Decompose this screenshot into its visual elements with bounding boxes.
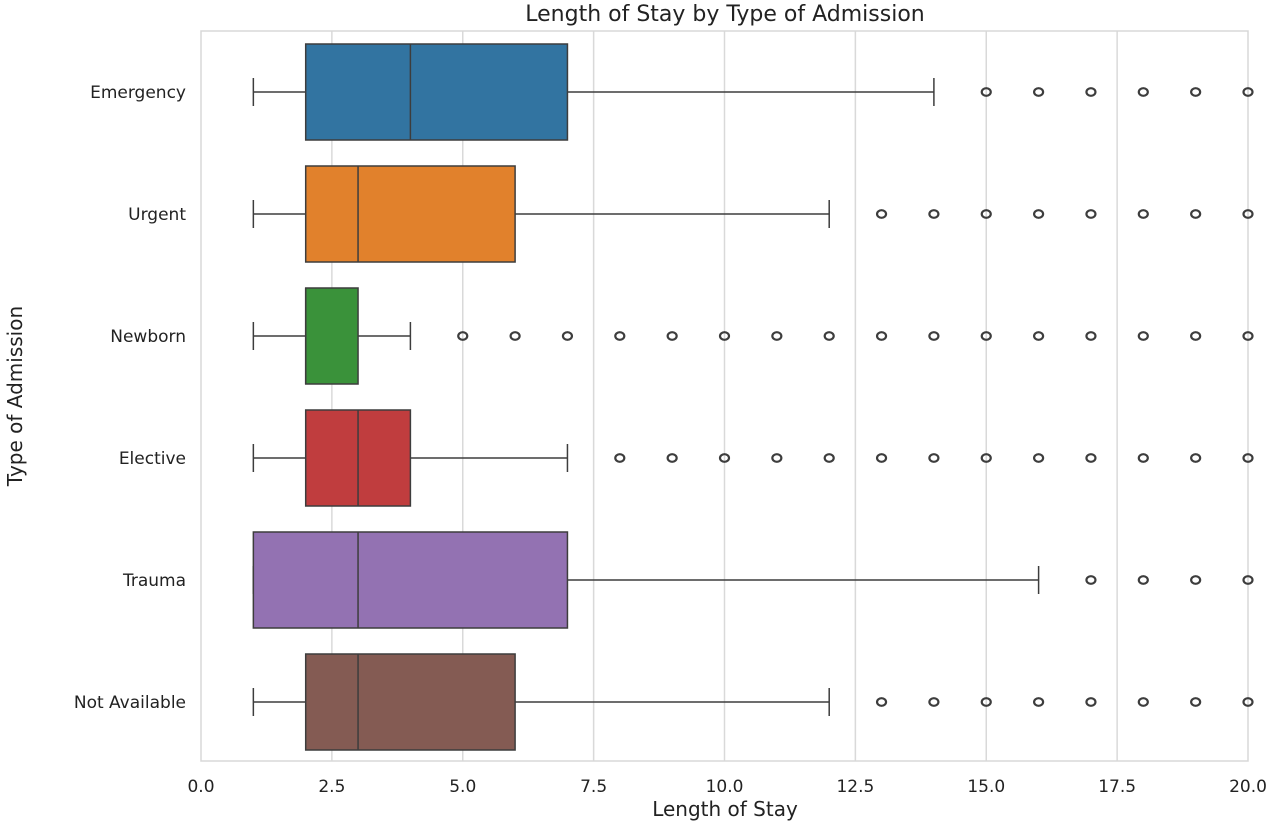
outlier-point (666, 453, 678, 463)
box-emergency (252, 43, 1254, 141)
outlier-point (875, 453, 888, 463)
outlier-point (1190, 87, 1202, 97)
box-urgent (252, 165, 1254, 263)
outlier-point (1085, 575, 1097, 585)
outlier-point (614, 453, 626, 463)
y-tick-label: Emergency (90, 83, 186, 103)
plot-frame (200, 30, 1249, 762)
outlier-point (823, 453, 835, 463)
boxes-layer (252, 43, 1254, 751)
y-axis-label: Type of Admission (3, 306, 27, 487)
iqr-box (252, 531, 569, 629)
outlier-point (875, 331, 888, 341)
outlier-point (928, 453, 940, 463)
outlier-point (1137, 453, 1149, 463)
grid-lines (331, 31, 1118, 761)
outlier-point (1242, 209, 1254, 219)
outlier-point (1032, 331, 1045, 341)
y-tick-label: Trauma (122, 571, 186, 591)
outlier-point (823, 331, 835, 341)
outlier-point (980, 331, 992, 341)
outlier-point (1137, 697, 1149, 707)
box-newborn (252, 287, 1254, 385)
x-tick-label: 12.5 (836, 777, 874, 797)
x-tick-label: 20.0 (1229, 777, 1267, 797)
x-tick-label: 7.5 (580, 777, 607, 797)
chart-title: Length of Stay by Type of Admission (525, 2, 924, 27)
y-tick-label: Urgent (128, 205, 186, 225)
box-not-available (252, 653, 1254, 751)
outlier-point (928, 331, 940, 341)
y-tick-label: Elective (119, 449, 186, 469)
outlier-point (666, 331, 678, 341)
outlier-point (1190, 453, 1202, 463)
outlier-point (1137, 575, 1149, 585)
outlier-point (561, 331, 574, 341)
outlier-point (1242, 575, 1254, 585)
iqr-box (304, 653, 516, 751)
outlier-point (771, 331, 783, 341)
outlier-point (980, 453, 992, 463)
outlier-point (1242, 87, 1254, 97)
outlier-point (1032, 697, 1045, 707)
x-tick-label: 17.5 (1098, 777, 1136, 797)
y-tick-labels: Emergency Urgent Newborn Elective Trauma Not … (74, 83, 186, 713)
outlier-point (1085, 331, 1097, 341)
outlier-point (1032, 209, 1045, 219)
outlier-point (457, 331, 469, 341)
box-trauma (252, 531, 1254, 629)
iqr-box (304, 287, 359, 385)
x-tick-label: 15.0 (967, 777, 1005, 797)
outlier-point (980, 87, 992, 97)
outlier-point (771, 453, 783, 463)
outlier-point (928, 697, 940, 707)
outlier-point (1032, 453, 1045, 463)
outlier-point (1085, 87, 1097, 97)
box-elective (252, 409, 1254, 507)
outlier-point (980, 697, 992, 707)
outlier-point (980, 209, 992, 219)
outlier-point (509, 331, 521, 341)
outlier-point (1242, 453, 1254, 463)
outlier-point (875, 697, 888, 707)
y-tick-label: Not Available (74, 693, 186, 713)
outlier-point (1242, 331, 1254, 341)
outlier-point (718, 453, 731, 463)
outlier-point (1137, 209, 1149, 219)
iqr-box (304, 165, 516, 263)
outlier-point (1032, 87, 1045, 97)
outlier-point (614, 331, 626, 341)
outlier-point (1190, 697, 1202, 707)
x-tick-label: 5.0 (449, 777, 476, 797)
outlier-point (1137, 87, 1149, 97)
outlier-point (1190, 575, 1202, 585)
outlier-point (1085, 453, 1097, 463)
iqr-box (304, 43, 569, 141)
outlier-point (875, 209, 888, 219)
outlier-point (1190, 209, 1202, 219)
x-tick-labels: 0.0 2.5 5.0 7.5 10.0 12.5 15.0 17.5 20.0 (187, 777, 1266, 797)
outlier-point (1242, 697, 1254, 707)
outlier-point (928, 209, 940, 219)
outlier-point (718, 331, 731, 341)
x-tick-label: 10.0 (706, 777, 744, 797)
x-tick-label: 2.5 (318, 777, 345, 797)
outlier-point (1085, 697, 1097, 707)
outlier-point (1190, 331, 1202, 341)
x-axis-label: Length of Stay (652, 797, 798, 821)
y-tick-label: Newborn (110, 327, 186, 347)
outlier-point (1085, 209, 1097, 219)
outlier-point (1137, 331, 1149, 341)
x-tick-label: 0.0 (187, 777, 214, 797)
